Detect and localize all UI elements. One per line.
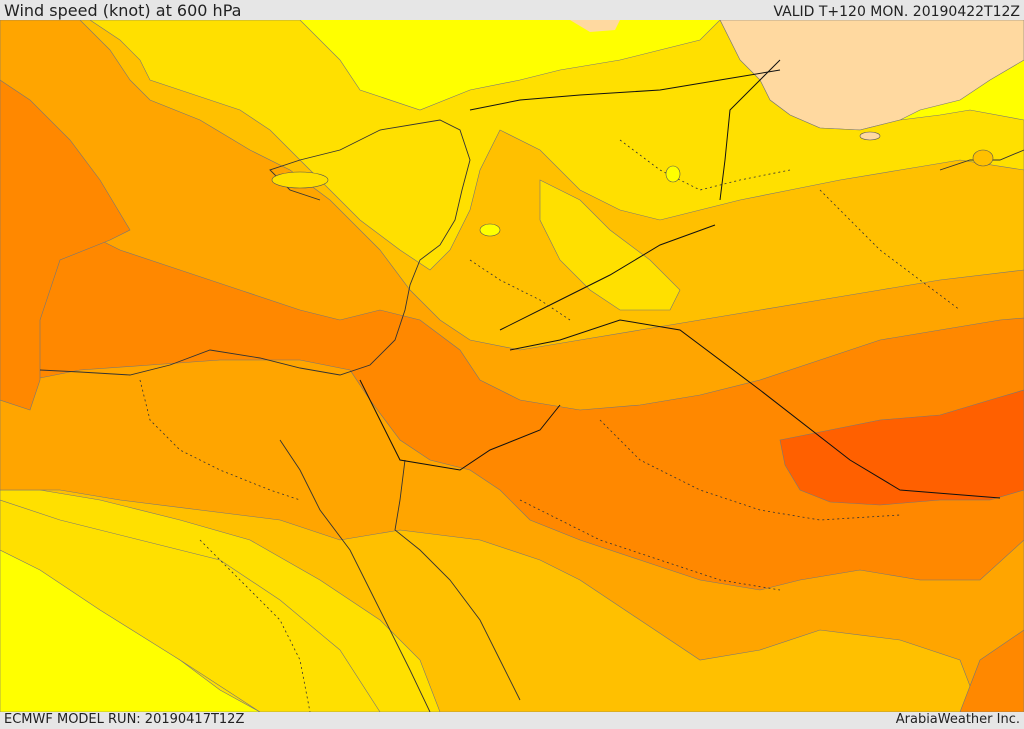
band-dark-orange [779,389,1024,506]
lake-sea-of-galilee [479,223,501,237]
map-title: Wind speed (knot) at 600 hPa [4,1,242,20]
border-dotted-6 [819,189,961,311]
band-light-tan-small [570,20,620,32]
border-egypt-saudi [359,379,561,471]
lake-urmia [859,131,881,141]
band-gold-south [0,499,381,712]
coastline-red-sea-east [394,459,521,701]
gulf-patch [972,149,994,167]
map-canvas [0,20,1024,712]
border-dotted-1 [139,379,301,501]
credit: ArabiaWeather Inc. [895,712,1020,727]
band-orange [0,99,1024,591]
border-turkey-syria [469,69,781,111]
coastline-red-sea [279,439,431,712]
border-dotted-3 [519,499,781,591]
band-gold-patch [539,179,681,311]
border-saudi-jordan [509,319,1001,499]
footer-bar: ECMWF MODEL RUN: 20190417T12Z ArabiaWeat… [0,712,1024,729]
band-orange-west [0,79,131,411]
band-orange-southeast [959,629,1024,712]
border-dotted-2 [599,419,901,521]
weather-map[interactable] [0,20,1024,712]
coastline-mediterranean [39,119,471,376]
valid-time: VALID T+120 MON. 20190422T12Z [773,4,1020,20]
header-bar: Wind speed (knot) at 600 hPa VALID T+120… [0,0,1024,20]
border-dotted-5 [199,539,311,712]
model-run: ECMWF MODEL RUN: 20190417T12Z [4,712,245,727]
island-cyprus [271,171,329,189]
border-iraq-iran [719,59,781,201]
border-saudi-iraq [499,224,716,331]
lake-small [665,165,681,183]
